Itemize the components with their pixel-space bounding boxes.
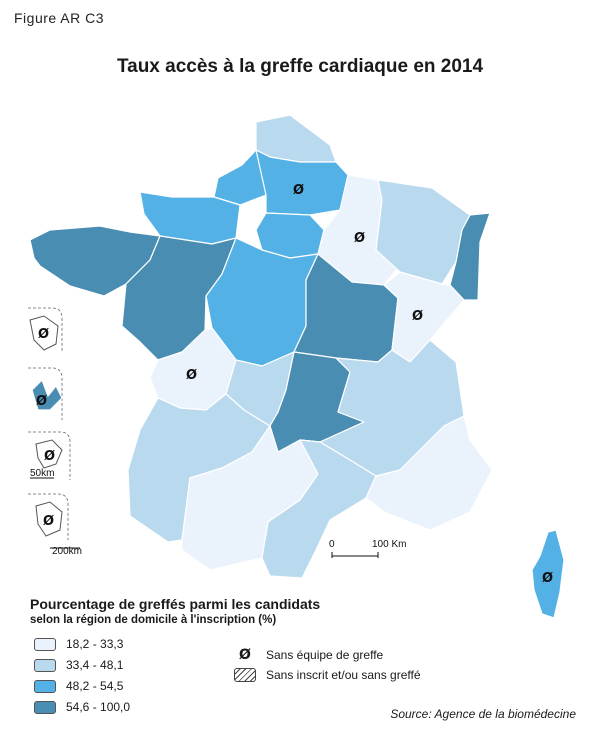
no-team-symbol-franche-comte: Ø — [412, 309, 423, 324]
no-team-symbol-poitou: Ø — [186, 368, 197, 383]
map-title: Taux accès à la greffe cardiaque en 2014 — [116, 56, 484, 77]
region-nord-pas-de-calais — [255, 114, 337, 163]
region-guyane — [35, 439, 63, 469]
no-team-symbol-martinique: Ø — [38, 327, 49, 342]
legend-symbol-label: Sans inscrit et/ou sans greffé — [266, 668, 421, 682]
legend-item-class3: 48,2 - 54,5 — [34, 678, 123, 694]
legend-symbol-hatched: Sans inscrit et/ou sans greffé — [234, 667, 421, 683]
legend-item-class1: 18,2 - 33,3 — [34, 636, 123, 652]
legend-swatch — [34, 637, 56, 651]
region-franche-comte — [383, 271, 465, 363]
no-team-symbol-icon: Ø — [239, 647, 251, 663]
region-reunion — [35, 501, 63, 537]
legend-symbol-label: Sans équipe de greffe — [266, 648, 384, 662]
scale-label-reunion: 200km — [52, 546, 82, 557]
hatch-pattern-icon — [234, 668, 256, 682]
no-team-symbol-champagne: Ø — [354, 231, 365, 246]
legend-label: 48,2 - 54,5 — [66, 679, 124, 693]
region-lorraine — [375, 179, 471, 285]
region-martinique — [29, 315, 59, 351]
legend-label: 18,2 - 33,3 — [66, 637, 124, 651]
region-corse — [531, 529, 565, 619]
no-team-symbol-guadeloupe: Ø — [36, 394, 47, 409]
legend-swatch — [34, 679, 56, 693]
legend-label: 33,4 - 48,1 — [66, 658, 124, 672]
region-paca — [365, 415, 493, 531]
scale-bar-label: 100 Km — [372, 539, 406, 550]
no-team-symbol-corse: Ø — [542, 571, 553, 586]
scale-label-guyane: 50km — [30, 468, 54, 479]
legend-title: Pourcentage de greffés parmi les candida… — [30, 596, 321, 612]
region-languedoc-roussillon — [261, 439, 377, 579]
region-guadeloupe — [31, 379, 63, 411]
legend-swatch — [34, 700, 56, 714]
legend-label: 54,6 - 100,0 — [66, 700, 131, 714]
legend-subtitle: selon la région de domicile à l'inscript… — [30, 614, 277, 626]
source-note: Source: Agence de la biomédecine — [390, 707, 576, 721]
legend-swatch — [34, 658, 56, 672]
legend-item-class4: 54,6 - 100,0 — [34, 699, 130, 715]
no-team-symbol-picardie: Ø — [293, 183, 304, 198]
scale-bar-zero: 0 — [329, 539, 335, 550]
legend-item-class2: 33,4 - 48,1 — [34, 657, 123, 673]
legend-symbol-no-team: Ø Sans équipe de greffe — [234, 647, 383, 663]
figure-label: Figure AR C3 — [14, 10, 105, 26]
no-team-symbol-guyane: Ø — [44, 449, 55, 464]
no-team-symbol-reunion: Ø — [43, 514, 54, 529]
scale-bar: 0 100 Km — [329, 539, 406, 558]
